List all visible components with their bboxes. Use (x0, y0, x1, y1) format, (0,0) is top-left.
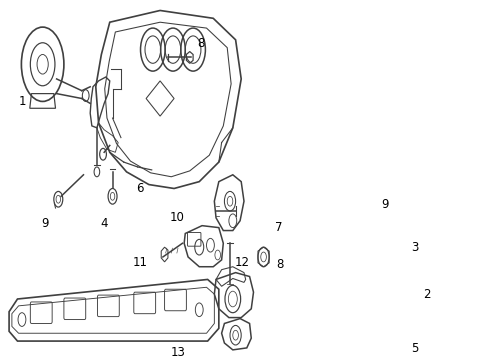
Text: 3: 3 (411, 241, 418, 254)
Text: 9: 9 (382, 198, 389, 211)
Text: 8: 8 (197, 37, 205, 50)
Text: 12: 12 (235, 256, 250, 269)
Text: 1: 1 (18, 95, 25, 108)
Text: 4: 4 (100, 217, 108, 230)
Text: 9: 9 (42, 217, 49, 230)
Text: 7: 7 (275, 221, 283, 234)
Text: 13: 13 (171, 346, 186, 359)
Text: 11: 11 (133, 256, 148, 269)
Text: 5: 5 (411, 342, 418, 355)
Text: 6: 6 (136, 182, 143, 195)
Text: 10: 10 (170, 211, 185, 224)
Text: 2: 2 (423, 288, 431, 301)
Text: 8: 8 (277, 258, 284, 271)
